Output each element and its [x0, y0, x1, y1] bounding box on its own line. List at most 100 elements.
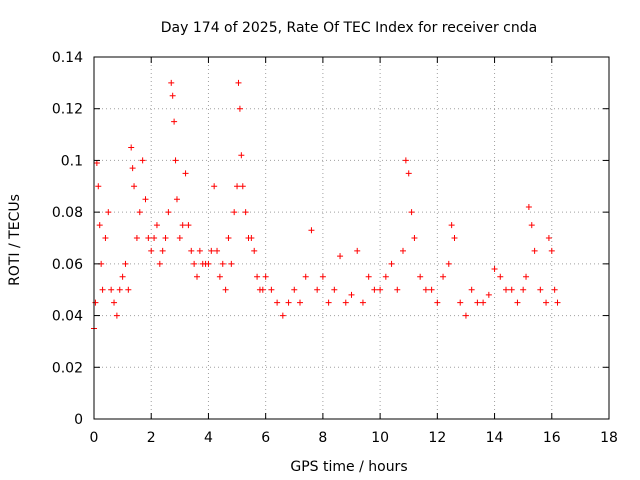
data-point [173, 196, 180, 203]
data-point [308, 227, 315, 234]
data-point [99, 286, 106, 293]
data-point [523, 273, 530, 280]
data-point [205, 260, 212, 267]
data-point [231, 209, 238, 216]
data-point [222, 286, 229, 293]
data-point [211, 183, 218, 190]
data-point [176, 235, 183, 241]
x-tick-label: 0 [90, 430, 99, 446]
data-point [153, 222, 160, 229]
y-tick-label: 0.02 [52, 360, 83, 376]
data-point [354, 247, 361, 254]
data-point [545, 235, 552, 241]
data-point [216, 273, 223, 280]
data-point [302, 273, 309, 280]
data-point [259, 286, 266, 293]
data-point [228, 260, 235, 267]
data-point [108, 286, 115, 293]
data-point [377, 286, 384, 293]
y-tick-label: 0.12 [52, 102, 83, 118]
y-tick-label: 0.1 [61, 153, 83, 169]
y-axis-label: ROTI / TECUs [7, 194, 23, 286]
x-tick-label: 18 [600, 430, 618, 446]
data-point [136, 209, 143, 216]
y-tick-label: 0.14 [52, 50, 83, 66]
x-tick-label: 2 [147, 430, 156, 446]
data-point [297, 299, 303, 306]
data-point [122, 260, 129, 267]
data-point [445, 260, 452, 267]
data-point [382, 273, 389, 280]
data-point [225, 235, 232, 241]
data-point [491, 266, 498, 273]
axis-ticks: 0 2 4 6 8 10 12 14 16 18 0 0.02 0.04 0.06 0.08 0.1 0.12 0… [52, 50, 618, 446]
data-point [185, 222, 192, 229]
data-point [394, 286, 401, 293]
data-point [411, 235, 418, 241]
data-point [111, 299, 118, 306]
data-point [337, 253, 344, 260]
data-point [165, 209, 172, 216]
x-tick-label: 10 [371, 430, 389, 446]
data-point [194, 273, 200, 280]
data-point [119, 273, 126, 280]
data-point [248, 235, 255, 241]
y-tick-label: 0.08 [52, 205, 83, 221]
data-point [451, 235, 458, 241]
data-point [408, 209, 415, 216]
data-point [402, 157, 409, 164]
data-point [365, 273, 372, 280]
x-tick-label: 4 [204, 430, 213, 446]
data-point [537, 286, 544, 293]
data-point [417, 273, 424, 280]
data-point [239, 183, 246, 190]
data-point [172, 157, 179, 164]
data-point [359, 299, 366, 306]
data-point [148, 247, 155, 254]
data-point [113, 312, 120, 319]
x-tick-label: 14 [486, 430, 504, 446]
data-point [462, 312, 469, 319]
data-point [474, 299, 481, 306]
data-point [528, 222, 535, 229]
x-axis-label: GPS time / hours [290, 459, 407, 475]
data-point [314, 286, 321, 293]
y-tick-label: 0 [74, 412, 83, 428]
data-point [400, 247, 406, 254]
data-point [514, 299, 521, 306]
data-point [235, 79, 242, 86]
x-tick-label: 8 [318, 430, 327, 446]
data-point [457, 299, 464, 306]
data-point [520, 286, 527, 293]
data-point [268, 286, 275, 293]
data-point [169, 92, 176, 99]
data-point [131, 183, 138, 190]
data-point [348, 291, 355, 298]
series-points [91, 79, 561, 332]
data-point [543, 299, 550, 306]
y-tick-label: 0.04 [52, 309, 83, 325]
data-point [497, 273, 504, 280]
data-point [388, 260, 395, 267]
data-point [279, 312, 286, 319]
data-point [156, 260, 163, 267]
data-point [371, 286, 378, 293]
data-point [214, 247, 221, 254]
data-point [125, 286, 132, 293]
data-point [342, 299, 349, 306]
x-tick-label: 12 [428, 430, 446, 446]
data-point [159, 247, 166, 254]
data-point [285, 299, 292, 306]
data-point [548, 247, 555, 254]
data-point [196, 247, 203, 254]
data-points [91, 79, 561, 332]
data-point [242, 209, 249, 216]
data-point [319, 273, 326, 280]
plot-area-frame [93, 56, 610, 420]
data-point [234, 183, 241, 190]
data-point [440, 273, 447, 280]
data-point [102, 235, 109, 241]
data-point [428, 286, 435, 293]
data-point [274, 299, 281, 306]
